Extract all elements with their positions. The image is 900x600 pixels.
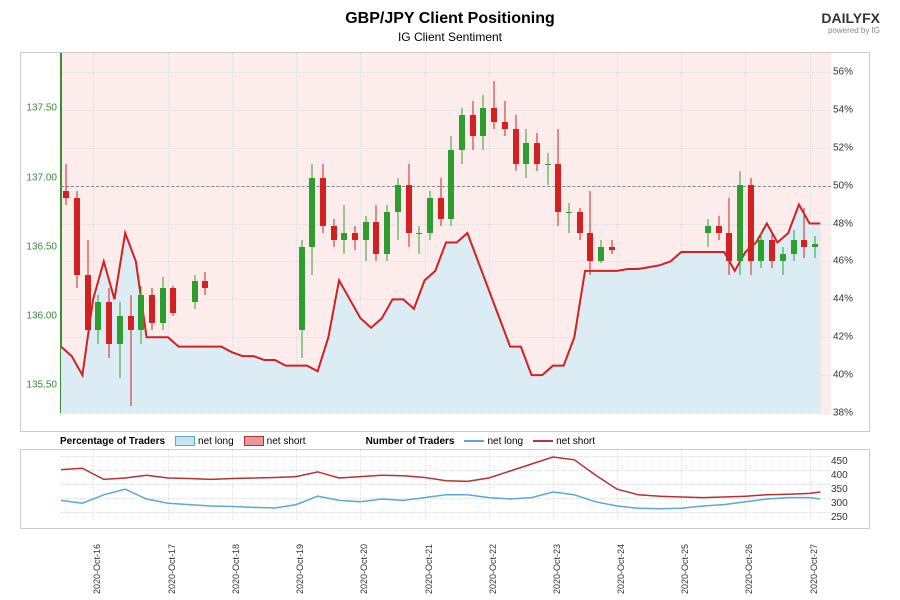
- sub-plot-area: [61, 450, 831, 520]
- x-tick: 2020-Oct-20: [359, 544, 369, 594]
- main-chart: 135.50136.00136.50137.00137.50 38%40%42%…: [20, 52, 870, 432]
- x-tick: 2020-Oct-18: [231, 544, 241, 594]
- x-tick: 2020-Oct-22: [488, 544, 498, 594]
- x-tick: 2020-Oct-25: [680, 544, 690, 594]
- legend-net-long-fill: net long: [175, 436, 234, 447]
- logo: DAILYFX powered by IG: [821, 10, 880, 35]
- legend: Percentage of Traders net long net short…: [20, 436, 880, 447]
- logo-main: DAILYFX: [821, 10, 880, 26]
- traders-axis: 250300350400450: [831, 450, 869, 520]
- legend-net-short-line: net short: [533, 436, 595, 447]
- chart-container: GBP/JPY Client Positioning IG Client Sen…: [0, 0, 900, 600]
- x-tick: 2020-Oct-16: [92, 544, 102, 594]
- legend-num-label: Number of Traders: [366, 436, 455, 447]
- x-tick: 2020-Oct-27: [809, 544, 819, 594]
- percent-axis: 38%40%42%44%46%48%50%52%54%56%: [831, 53, 869, 413]
- x-tick: 2020-Oct-23: [552, 544, 562, 594]
- legend-pct-label: Percentage of Traders: [60, 436, 165, 447]
- legend-net-long-line: net long: [464, 436, 523, 447]
- x-tick: 2020-Oct-17: [167, 544, 177, 594]
- chart-title: GBP/JPY Client Positioning: [20, 10, 880, 28]
- chart-subtitle: IG Client Sentiment: [20, 30, 880, 44]
- legend-net-short-fill: net short: [244, 436, 306, 447]
- price-axis: 135.50136.00136.50137.00137.50: [21, 53, 59, 413]
- x-axis: 2020-Oct-162020-Oct-172020-Oct-182020-Oc…: [20, 529, 870, 589]
- x-tick: 2020-Oct-26: [744, 544, 754, 594]
- main-plot-area: [61, 53, 831, 413]
- x-tick: 2020-Oct-21: [424, 544, 434, 594]
- x-tick: 2020-Oct-24: [616, 544, 626, 594]
- logo-sub: powered by IG: [821, 26, 880, 35]
- sub-chart: 250300350400450: [20, 449, 870, 529]
- x-tick: 2020-Oct-19: [295, 544, 305, 594]
